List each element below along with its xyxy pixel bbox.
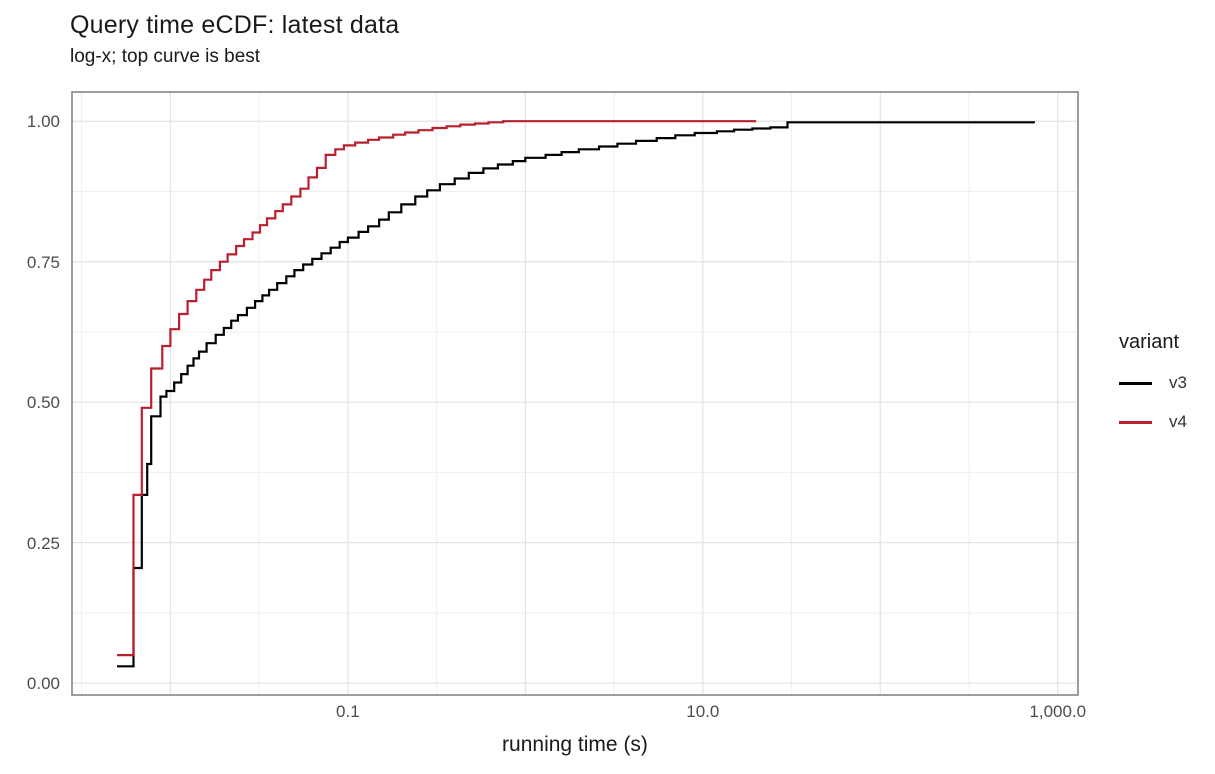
legend-label-v3: v3 bbox=[1169, 373, 1187, 392]
x-axis-title: running time (s) bbox=[502, 733, 648, 756]
legend-item-v3: v3 bbox=[1104, 373, 1215, 393]
x-tick-label: 10.0 bbox=[686, 702, 720, 721]
y-tick-label: 1.00 bbox=[26, 112, 60, 132]
y-tick-label: 0.75 bbox=[26, 252, 60, 272]
y-tick-label: 0.00 bbox=[26, 674, 60, 694]
y-tick-label: 0.25 bbox=[26, 533, 60, 553]
v3-line-swatch bbox=[1119, 381, 1152, 385]
chart-title: Query time eCDF: latest data bbox=[70, 11, 400, 39]
y-tick-label: 0.50 bbox=[26, 393, 60, 413]
legend-title: variant bbox=[1119, 331, 1180, 353]
ecdf-curve-v3 bbox=[117, 121, 1035, 668]
legend-label-v4: v4 bbox=[1169, 412, 1187, 431]
x-tick-label: 0.1 bbox=[336, 702, 360, 721]
ecdf-curve-v4 bbox=[117, 120, 757, 657]
x-tick-label: 1,000.0 bbox=[1029, 702, 1087, 721]
chart-subtitle: log-x; top curve is best bbox=[70, 46, 261, 67]
legend-item-v4: v4 bbox=[1104, 412, 1215, 432]
legend: variant v3 v4 bbox=[1104, 331, 1215, 432]
v4-line-swatch bbox=[1119, 420, 1152, 424]
panel-border bbox=[71, 91, 1079, 696]
